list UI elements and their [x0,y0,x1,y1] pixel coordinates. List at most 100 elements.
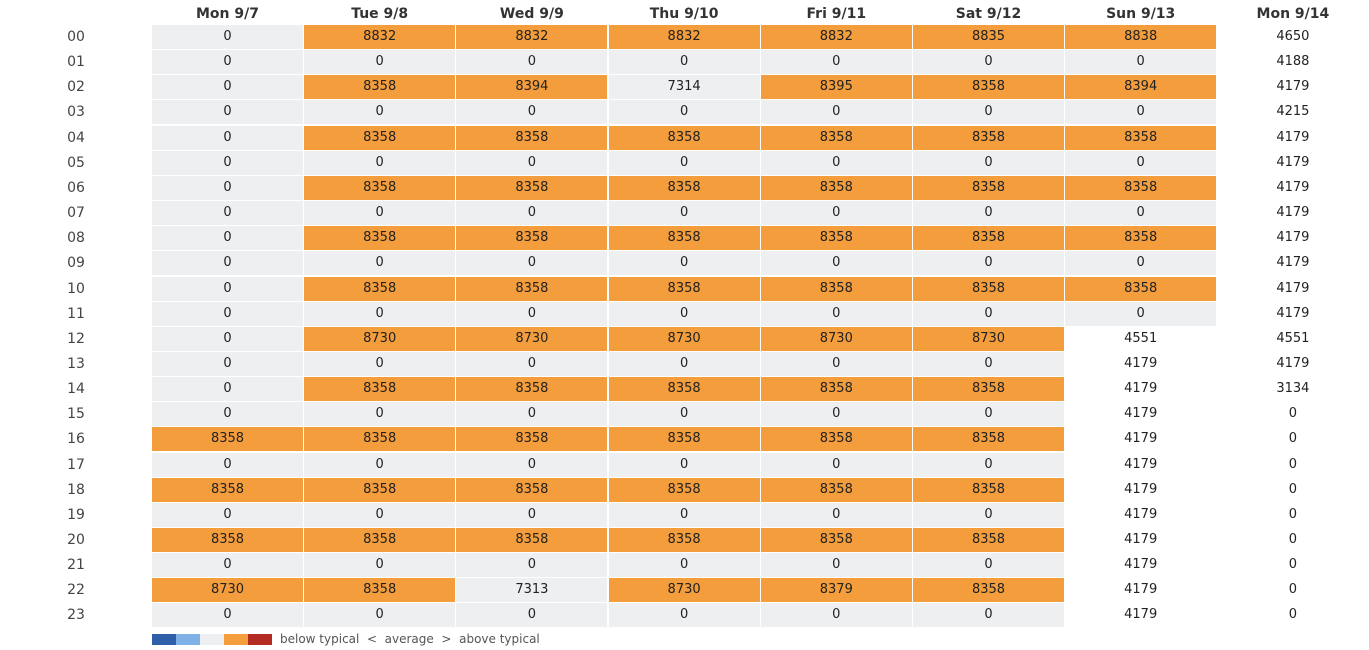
heatmap-cell: 8358 [304,276,456,301]
heatmap-cell: 8832 [760,25,912,49]
heatmap-cell: 0 [608,452,760,477]
heatmap-cell: 0 [760,502,912,527]
heatmap-cell: 0 [152,402,303,427]
heatmap-cell: 0 [608,301,760,326]
row-label-hour: 05 [67,154,85,171]
heatmap-cell: 4179 [1217,276,1369,301]
legend-swatch-below [176,633,200,645]
heatmap-cell: 8358 [456,477,608,502]
heatmap-cell: 0 [608,351,760,376]
heatmap-cell: 8358 [760,377,912,402]
heatmap-cell: 8358 [152,528,303,552]
heatmap-cell: 0 [456,402,608,427]
row-label-hour: 08 [67,230,85,247]
heatmap-cell: 4179 [1217,251,1369,276]
row-label-hour: 00 [67,29,85,45]
row-label-hour: 06 [67,179,85,196]
heatmap-cell: 0 [760,301,912,326]
heatmap-cell: 8358 [456,427,608,452]
heatmap-cell: 0 [304,553,456,578]
heatmap-cell: 8394 [1065,75,1217,100]
heatmap-cell: 8358 [304,578,456,603]
heatmap-cell: 4179 [1065,528,1217,552]
heatmap-cell: 8358 [913,427,1064,452]
heatmap-cell: 4179 [1065,427,1217,452]
heatmap-cell: 8358 [608,477,760,502]
heatmap-cell: 8358 [304,125,456,150]
heatmap-cell: 0 [304,402,456,427]
heatmap-cell: 4179 [1065,553,1217,578]
heatmap-cell: 8730 [608,578,760,603]
heatmap-cell: 8730 [304,326,456,351]
heatmap-cell: 0 [152,100,303,125]
heatmap-cell: 8358 [608,276,760,301]
heatmap-cell: 4650 [1217,25,1369,49]
heatmap-cell: 8358 [760,276,912,301]
row-label-hour: 12 [67,330,85,347]
heatmap-cell: 0 [1217,603,1369,628]
heatmap-cell: 0 [152,75,303,100]
heatmap-cell: 8358 [456,377,608,402]
heatmap-cell: 0 [456,502,608,527]
heatmap-cell: 4179 [1065,351,1217,376]
heatmap-cell: 8358 [608,226,760,251]
heatmap-cell: 0 [608,402,760,427]
heatmap-cell: 8358 [456,528,608,552]
heatmap-cell: 4179 [1217,175,1369,200]
heatmap-cell: 0 [608,603,760,628]
heatmap-cell: 8358 [760,528,912,552]
heatmap-cell: 8358 [760,175,912,200]
heatmap-cell: 8730 [608,326,760,351]
heatmap-cell: 0 [1065,50,1217,75]
heatmap-cell: 8358 [913,477,1064,502]
heatmap-cell: 0 [152,150,303,175]
legend-label: below typical < average > above typical [280,632,540,646]
row-label-hour: 22 [67,582,85,599]
heatmap-cell: 0 [760,402,912,427]
heatmap-cell: 0 [304,100,456,125]
heatmap-cell: 4179 [1217,125,1369,150]
heatmap-cell: 0 [304,251,456,276]
heatmap-cell: 4179 [1065,502,1217,527]
row-label-hour: 13 [67,355,85,372]
heatmap-cell: 4179 [1217,226,1369,251]
heatmap-cell: 0 [152,25,303,49]
heatmap-cell: 8358 [304,528,456,552]
heatmap-cell: 8358 [304,427,456,452]
heatmap-cell: 0 [304,301,456,326]
row-label-hour: 19 [67,506,85,523]
row-label-hour: 15 [67,406,85,423]
column-header: Sat 9/12 [955,6,1022,22]
heatmap-cell: 4179 [1217,150,1369,175]
legend-swatch-average [200,633,224,645]
heatmap-cell: 0 [456,301,608,326]
heatmap-cell: 4179 [1065,402,1217,427]
heatmap-cell: 8358 [760,226,912,251]
heatmap-cell: 8358 [1065,226,1217,251]
heatmap-cell: 0 [913,351,1064,376]
heatmap-cell: 0 [608,150,760,175]
heatmap-cell: 8358 [304,75,456,100]
heatmap-cell: 0 [1217,427,1369,452]
row-label-hour: 09 [67,255,85,272]
heatmap-cell: 0 [913,402,1064,427]
heatmap-cell: 8358 [608,528,760,552]
heatmap-cell: 4179 [1065,452,1217,477]
heatmap-cell: 8358 [913,528,1064,552]
heatmap-cell: 8358 [304,175,456,200]
heatmap-cell: 0 [304,603,456,628]
heatmap-cell: 4179 [1217,301,1369,326]
heatmap-cell: 4179 [1217,75,1369,100]
heatmap-cell: 4179 [1065,377,1217,402]
heatmap-cell: 8358 [1065,125,1217,150]
heatmap-cell: 4179 [1065,603,1217,628]
heatmap-cell: 0 [760,201,912,226]
heatmap-cell: 0 [304,50,456,75]
row-label-hour: 20 [67,532,85,548]
heatmap-cell: 4215 [1217,100,1369,125]
heatmap-cell: 8358 [1065,175,1217,200]
row-label-hour: 14 [67,381,85,398]
heatmap-cell: 0 [304,502,456,527]
heatmap-cell: 8358 [456,175,608,200]
heatmap-cell: 0 [608,50,760,75]
